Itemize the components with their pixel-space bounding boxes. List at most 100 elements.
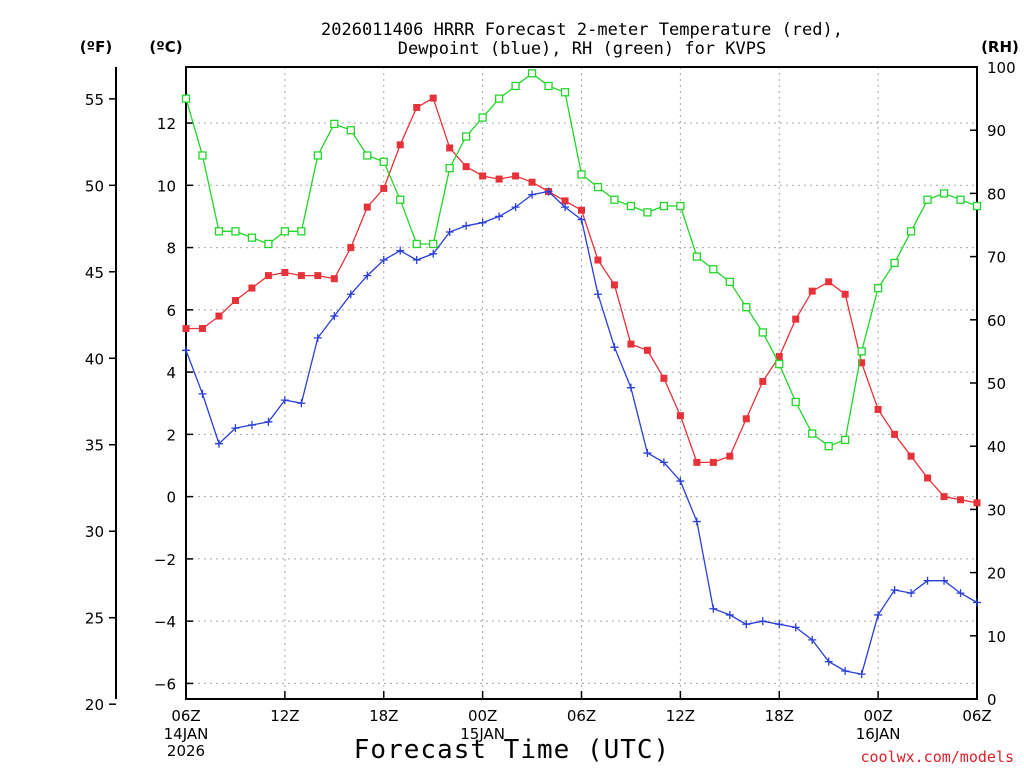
temperature-point (726, 452, 734, 460)
rh-point (247, 233, 257, 242)
x-axis-label: Forecast Time (UTC) (354, 735, 670, 765)
temperature-point (693, 458, 701, 466)
rh-point (363, 151, 372, 160)
dewpoint-point (907, 589, 916, 598)
axes: 20 25 30 35 40 45 50 55 −6 −4 −2 0 2 4 6 8 10 12 0 10 20 30 40… (85, 59, 1016, 760)
temperature-point (874, 405, 882, 413)
dewpoint-point (495, 212, 504, 221)
temperature-point (858, 359, 866, 367)
rh-point (527, 69, 537, 78)
x-tick-date-label: 16JAN (856, 725, 901, 743)
plot-frame (185, 66, 978, 700)
x-tick-date-label: 2026 (167, 742, 205, 760)
dewpoint-point (544, 187, 553, 196)
dewpoint-point (313, 333, 322, 342)
credit-text[interactable]: coolwx.com/models (860, 748, 1014, 766)
dewpoint-point (182, 346, 190, 355)
rh-tick-label: 80 (987, 185, 1006, 203)
dewpoint-point (412, 256, 421, 265)
temperature-point (742, 415, 750, 423)
dewpoint-point (346, 290, 355, 299)
dewpoint-point (923, 576, 932, 585)
rh-point (742, 303, 751, 312)
fahrenheit-tick-label: 25 (85, 610, 104, 628)
temperature-point (775, 353, 783, 361)
rh-point (890, 258, 899, 268)
rh-tick-label: 50 (987, 375, 1006, 393)
temperature-point (297, 272, 305, 280)
dewpoint-point (742, 620, 751, 629)
dewpoint-point (429, 249, 438, 258)
temperature-point (973, 499, 981, 507)
dewpoint-point (264, 417, 273, 426)
dewpoint-point (841, 666, 850, 675)
temperature-point (380, 184, 388, 192)
rh-tick-label: 100 (987, 59, 1016, 77)
temperature-point (676, 412, 684, 420)
temperature-point (907, 452, 915, 460)
temperature-point (643, 346, 651, 354)
dewpoint-point (478, 218, 487, 227)
rh-point (956, 195, 965, 204)
celsius-tick-label: −6 (154, 675, 176, 693)
rh-point (791, 397, 800, 407)
dewpoint-point (956, 589, 965, 598)
dewpoint-point (528, 190, 537, 199)
celsius-tick-label: 6 (166, 302, 176, 320)
fahrenheit-tick-label: 20 (85, 696, 104, 714)
rh-point (593, 182, 603, 192)
dewpoint-point (462, 221, 471, 230)
rh-point (841, 435, 850, 445)
rh-point (808, 429, 817, 438)
temperature-point (627, 340, 635, 348)
x-tick-label: 06Z (962, 707, 991, 725)
rh-tick-label: 20 (987, 565, 1006, 583)
rh-point (923, 195, 932, 204)
temperature-point (281, 268, 289, 276)
rh-tick-label: 70 (987, 249, 1006, 267)
dewpoint-point (791, 623, 800, 632)
rh-point (214, 227, 224, 236)
fahrenheit-tick-label: 50 (85, 177, 104, 195)
x-tick-date-label: 15JAN (460, 725, 505, 743)
dewpoint-point (330, 312, 339, 321)
rh-point (560, 88, 570, 97)
x-tick-date-label: 14JAN (164, 725, 209, 743)
rh-point (824, 442, 833, 451)
labels: 2026011406 HRRR Forecast 2-meter Tempera… (80, 20, 1019, 766)
grid (186, 67, 977, 699)
celsius-tick-label: 12 (157, 115, 176, 133)
rh-point (461, 132, 471, 141)
fahrenheit-tick-label: 35 (85, 437, 104, 455)
celsius-tick-label: 8 (166, 240, 176, 258)
dewpoint-point (676, 477, 685, 486)
fahrenheit-tick-label: 40 (85, 350, 104, 368)
x-tick-label: 12Z (270, 707, 299, 725)
rh-point (775, 359, 784, 369)
dewpoint-point (247, 421, 256, 430)
temperature-point (495, 175, 503, 183)
dewpoint-point (940, 576, 949, 585)
rh-point (725, 277, 734, 287)
dewpoint-point (659, 458, 668, 467)
series (181, 69, 982, 679)
rh-point (379, 157, 388, 166)
temperature-point (264, 272, 272, 280)
x-tick-label: 18Z (369, 707, 398, 725)
rh-point (297, 227, 306, 236)
temperature-point (825, 278, 833, 286)
rh-point (478, 113, 487, 122)
dewpoint-point (280, 396, 289, 405)
fahrenheit-tick-label: 30 (85, 523, 104, 541)
temperature-point (957, 496, 965, 504)
dewpoint-point (511, 203, 520, 212)
rh-point (939, 189, 949, 198)
rh-point (231, 227, 240, 236)
rh-point (412, 239, 421, 249)
rh-point (857, 347, 866, 356)
celsius-tick-label: 2 (166, 426, 176, 444)
temperature-point (314, 272, 322, 280)
temperature-point (363, 203, 371, 211)
dewpoint-point (775, 620, 784, 629)
temperature-point (792, 315, 800, 323)
